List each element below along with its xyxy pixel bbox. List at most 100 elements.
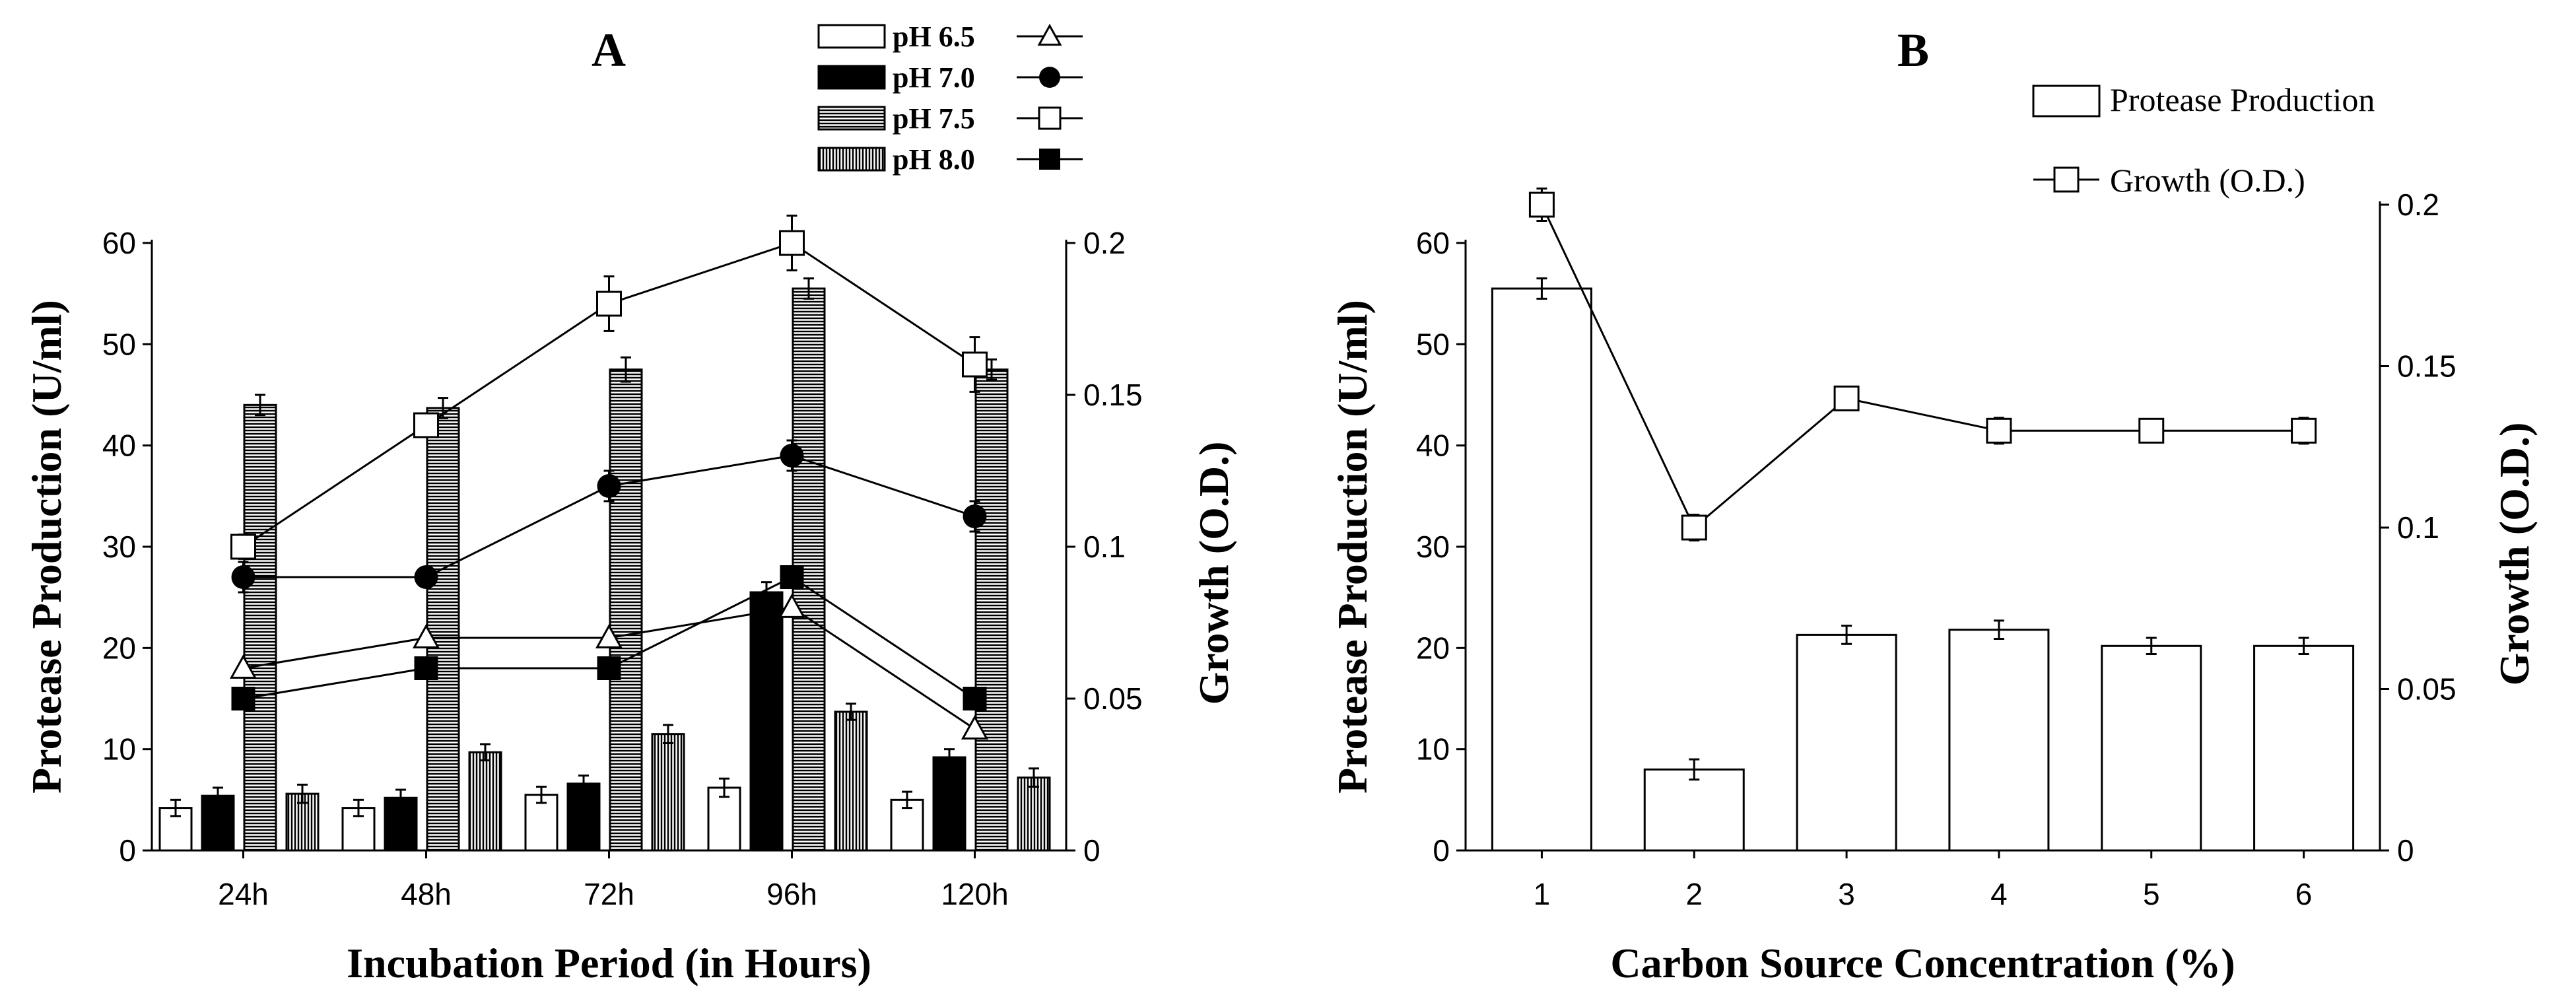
legend-swatch <box>817 147 886 172</box>
data-point <box>597 656 621 680</box>
data-point <box>1833 385 1860 411</box>
bar <box>468 751 502 852</box>
y-tick-label: 60 <box>102 226 136 260</box>
y2-tick-label: 0.2 <box>2397 188 2439 222</box>
legend-marker <box>2053 166 2080 193</box>
y-tick-label: 10 <box>102 732 136 767</box>
x-tick-label: 24h <box>218 877 269 911</box>
data-point <box>2291 417 2317 444</box>
y-tick-label: 10 <box>1416 732 1450 767</box>
x-tick-label: 1 <box>1534 877 1551 911</box>
bar <box>834 710 868 852</box>
legend-marker <box>1039 149 1060 170</box>
legend-swatch <box>817 65 886 90</box>
x-tick-label: 5 <box>2143 877 2160 911</box>
legend-swatch <box>817 24 886 49</box>
x-tick-label: 3 <box>1838 877 1855 911</box>
panel-title: B <box>1897 24 1929 77</box>
data-point <box>231 687 255 710</box>
y2-tick-label: 0.1 <box>2397 510 2439 545</box>
y2-tick-label: 0 <box>2397 833 2414 868</box>
x-tick-label: 4 <box>1990 877 2008 911</box>
data-point <box>2138 417 2165 444</box>
y-tick-label: 40 <box>102 429 136 463</box>
chart-panel-b: 0 10 20 30 40 50 60 0 0.05 0.1 0.15 0.2 1 2 3 4 5 6 B Carbo… <box>1329 24 2538 986</box>
bar <box>1948 629 2050 852</box>
legend-swatch <box>817 106 886 131</box>
y-axis-title: Protease Production (U/ml) <box>23 300 70 794</box>
legend-label: pH 7.0 <box>893 61 975 94</box>
bar <box>749 591 784 852</box>
y2-tick-label: 0.15 <box>1083 378 1143 412</box>
y2-tick-label: 0.05 <box>2397 672 2457 707</box>
x-tick-label: 96h <box>766 877 817 911</box>
bar <box>426 407 460 852</box>
data-point <box>1681 514 1707 541</box>
data-point <box>961 714 989 740</box>
bar <box>1796 633 1897 852</box>
legend-swatch <box>2032 85 2101 118</box>
x-axis-title: Incubation Period (in Hours) <box>347 940 871 986</box>
y-tick-label: 50 <box>1416 327 1450 361</box>
data-point <box>230 534 256 560</box>
y-tick-label: 40 <box>1416 429 1450 463</box>
chart-panel-a: 0 10 20 30 40 50 60 0 0.05 0.1 0.15 0.2 24h 48h 72h 96h… <box>23 20 1237 986</box>
x-tick-label: 48h <box>401 877 452 911</box>
bar <box>2253 644 2355 852</box>
data-point <box>231 565 255 589</box>
data-point <box>780 444 804 467</box>
y-tick-label: 20 <box>1416 631 1450 665</box>
legend-marker <box>1039 67 1060 88</box>
y2-tick-label: 0.2 <box>1083 226 1126 260</box>
data-point <box>412 623 440 648</box>
y2-tick-label: 0.1 <box>1083 530 1126 564</box>
x-axis-title: Carbon Source Concentration (%) <box>1610 940 2235 986</box>
legend-marker <box>1037 23 1062 46</box>
bar <box>1017 777 1051 852</box>
x-tick-label: 6 <box>2295 877 2313 911</box>
x-tick-label: 120h <box>941 877 1008 911</box>
data-point <box>780 565 804 589</box>
bar <box>1491 287 1592 852</box>
data-point <box>596 291 622 317</box>
legend-marker <box>1038 106 1062 130</box>
y2-tick-label: 0 <box>1083 833 1101 868</box>
legend-label: pH 8.0 <box>893 143 975 176</box>
data-point <box>414 565 438 589</box>
y2-tick-label: 0.05 <box>1083 681 1143 716</box>
data-point <box>779 230 805 256</box>
y-tick-label: 20 <box>102 631 136 665</box>
bar <box>566 782 601 852</box>
y-tick-label: 30 <box>1416 530 1450 564</box>
y2-axis-title: Growth (O.D.) <box>1190 442 1237 705</box>
bar <box>243 403 277 852</box>
data-point <box>595 623 623 648</box>
bar <box>1643 768 1745 852</box>
x-tick-label: 2 <box>1685 877 1703 911</box>
bar <box>524 794 559 852</box>
data-point <box>778 593 806 618</box>
data-point <box>962 351 988 378</box>
bar <box>974 368 1009 852</box>
bar <box>609 368 643 852</box>
data-point <box>413 412 439 438</box>
data-point <box>1528 191 1555 218</box>
data-point <box>414 656 438 680</box>
y-axis-title: Protease Production (U/ml) <box>1329 300 1376 794</box>
bar <box>932 756 966 852</box>
y-tick-label: 30 <box>102 530 136 564</box>
y-tick-label: 0 <box>1433 833 1450 868</box>
panel-title: A <box>592 24 626 77</box>
data-point <box>963 504 987 528</box>
data-point <box>963 687 987 710</box>
legend-label: pH 7.5 <box>893 102 975 135</box>
legend-label: pH 6.5 <box>893 20 975 53</box>
legend-label: Growth (O.D.) <box>2110 162 2305 199</box>
data-point <box>597 474 621 498</box>
y-tick-label: 0 <box>119 833 136 868</box>
y-tick-label: 50 <box>102 327 136 361</box>
y2-axis-title: Growth (O.D.) <box>2491 423 2538 686</box>
bar <box>2101 644 2202 852</box>
y2-tick-label: 0.15 <box>2397 349 2457 384</box>
